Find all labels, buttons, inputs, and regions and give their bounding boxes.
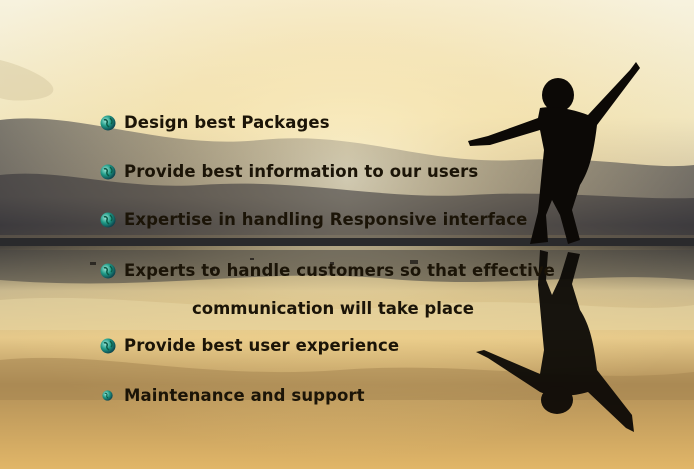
list-item: Provide best user experience [100,336,399,355]
list-item: Design best Packages [100,113,330,132]
globe-icon [102,390,113,401]
globe-icon [100,115,116,130]
list-item-continuation: communication will take place [192,299,474,318]
list-item-label: Provide best information to our users [124,162,479,181]
list-item: Maintenance and support [100,386,365,405]
list-item-label: Expertise in handling Responsive interfa… [124,210,528,229]
list-item-label: Provide best user experience [124,336,400,355]
list-item: Provide best information to our users [100,162,478,181]
list-item: Expertise in handling Responsive interfa… [100,210,527,229]
globe-icon [100,164,116,179]
list-item-label: Experts to handle customers so that effe… [124,261,555,280]
list-item: Experts to handle customers so that effe… [100,261,555,280]
globe-icon [100,338,116,353]
globe-icon [100,263,116,278]
list-item-label: Design best Packages [124,113,330,132]
globe-icon [100,212,116,227]
list-item-label: Maintenance and support [124,386,365,405]
